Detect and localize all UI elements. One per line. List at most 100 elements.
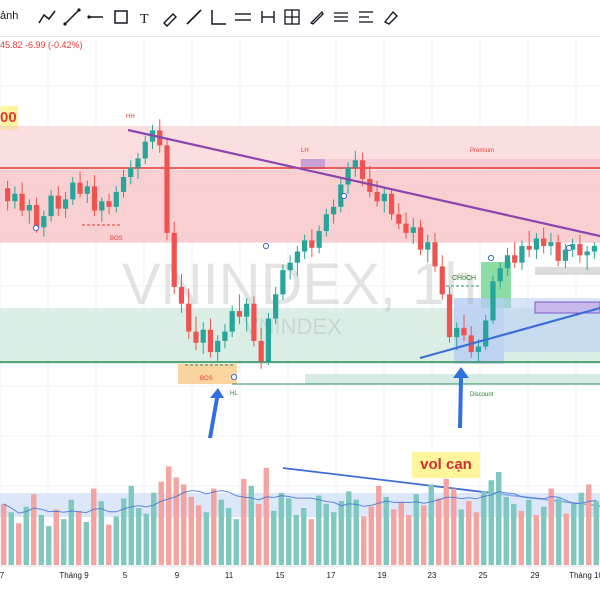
volume-bar	[301, 508, 307, 565]
candle-body	[19, 193, 25, 211]
x-tick-label: Tháng 9	[59, 571, 89, 580]
volume-bar	[511, 503, 517, 565]
volume-bar	[361, 516, 367, 565]
candle-body	[41, 216, 47, 228]
parallel-channel-icon[interactable]	[232, 6, 254, 28]
candle-body	[48, 195, 54, 217]
bos-bottom-label: BOS	[200, 376, 213, 382]
candle-body	[497, 268, 503, 282]
volume-bar	[241, 478, 247, 565]
ray-icon[interactable]	[85, 6, 107, 28]
candle-body	[374, 191, 380, 202]
angle-icon[interactable]	[208, 6, 230, 28]
candle-body	[388, 193, 395, 215]
candle-body	[280, 270, 286, 295]
candle-body	[577, 244, 583, 256]
volume-bar	[338, 501, 344, 565]
candle-body	[236, 311, 243, 317]
candle-body	[200, 329, 206, 343]
price-badge: 00	[0, 106, 18, 130]
candle-body	[26, 204, 32, 211]
bos-orange-box	[178, 364, 237, 384]
candle-body	[193, 331, 199, 343]
x-tick-label: 19	[378, 571, 387, 580]
candle-body	[446, 294, 453, 338]
resistance-zone	[0, 126, 600, 243]
volume-bar	[121, 498, 127, 565]
hh-label: HH	[126, 114, 135, 120]
horizontal-lines-icon[interactable]	[355, 6, 377, 28]
candle-body	[178, 286, 185, 304]
volume-bar	[593, 501, 599, 565]
candle-body	[323, 214, 329, 232]
x-tick-label: 29	[531, 571, 540, 580]
candle-body	[207, 329, 214, 353]
volume-bar	[503, 496, 509, 565]
volume-bar	[376, 485, 382, 565]
volume-bar	[586, 484, 592, 565]
candle-body	[215, 340, 221, 353]
candle-body	[454, 327, 460, 338]
arrow-up-right	[453, 367, 469, 428]
drawing-toolbar: ảnh T	[0, 0, 600, 37]
candle-body	[417, 227, 424, 250]
volume-bar	[211, 488, 217, 565]
candle-body	[381, 193, 387, 202]
candle-body	[33, 204, 40, 228]
candle-body	[439, 266, 445, 295]
candle-body	[106, 201, 112, 207]
pen-icon[interactable]	[183, 6, 205, 28]
crosshair-icon[interactable]	[281, 6, 303, 28]
volume-bar	[548, 488, 554, 565]
volume-ma	[3, 490, 597, 514]
candle-body	[84, 186, 90, 194]
eraser-icon[interactable]	[379, 6, 401, 28]
text-icon[interactable]: T	[134, 6, 156, 28]
premium-label: Premium	[470, 148, 494, 154]
rectangle-icon[interactable]	[110, 6, 132, 28]
volume-bar	[188, 496, 194, 565]
volume-bar	[368, 506, 374, 565]
brush-icon[interactable]	[159, 6, 181, 28]
x-axis: 7 Tháng 9 5 9 11 15 17 19 23 25 29 Tháng 10	[0, 565, 600, 580]
volume-bar	[518, 510, 524, 565]
line-icon[interactable]	[61, 6, 83, 28]
candle-body	[120, 177, 127, 192]
volume-bar	[391, 509, 397, 565]
marker-circle-1	[32, 224, 40, 232]
candle-body	[490, 281, 496, 321]
premium-zone	[300, 159, 600, 169]
discount-label: Discount	[470, 392, 494, 398]
volume-bar	[68, 499, 74, 565]
candle-body	[265, 318, 272, 362]
candle-body	[338, 184, 344, 207]
lines-icon[interactable]	[330, 6, 352, 28]
volume-bar	[31, 494, 37, 565]
volume-bar	[436, 498, 442, 565]
x-tick-label: 7	[0, 571, 5, 580]
volume-bar	[556, 498, 562, 565]
x-tick-label: Tháng 10	[569, 571, 600, 580]
trend-line-icon[interactable]	[36, 6, 58, 28]
volume-bar	[406, 515, 412, 565]
volume-bar	[113, 516, 119, 565]
volume-bar	[496, 471, 502, 565]
candle-body	[135, 158, 141, 168]
volume-bar	[143, 513, 149, 565]
candle-body	[359, 160, 366, 179]
fib-icon[interactable]	[257, 6, 279, 28]
volume-bar	[173, 477, 179, 565]
volume-bar	[256, 503, 262, 565]
pencil-icon[interactable]	[306, 6, 328, 28]
svg-text:T: T	[140, 12, 149, 27]
candle-body	[70, 182, 76, 200]
candle-body	[316, 231, 322, 248]
annotations: HH LH Premium BOS BOS CHoCH HL Discount	[32, 114, 573, 398]
candle-body	[533, 238, 540, 250]
volume-bar	[571, 503, 577, 565]
x-tick-label: 15	[276, 571, 285, 580]
candle-body	[186, 303, 192, 332]
volume-bar	[16, 523, 22, 565]
volume-bar	[151, 492, 157, 565]
